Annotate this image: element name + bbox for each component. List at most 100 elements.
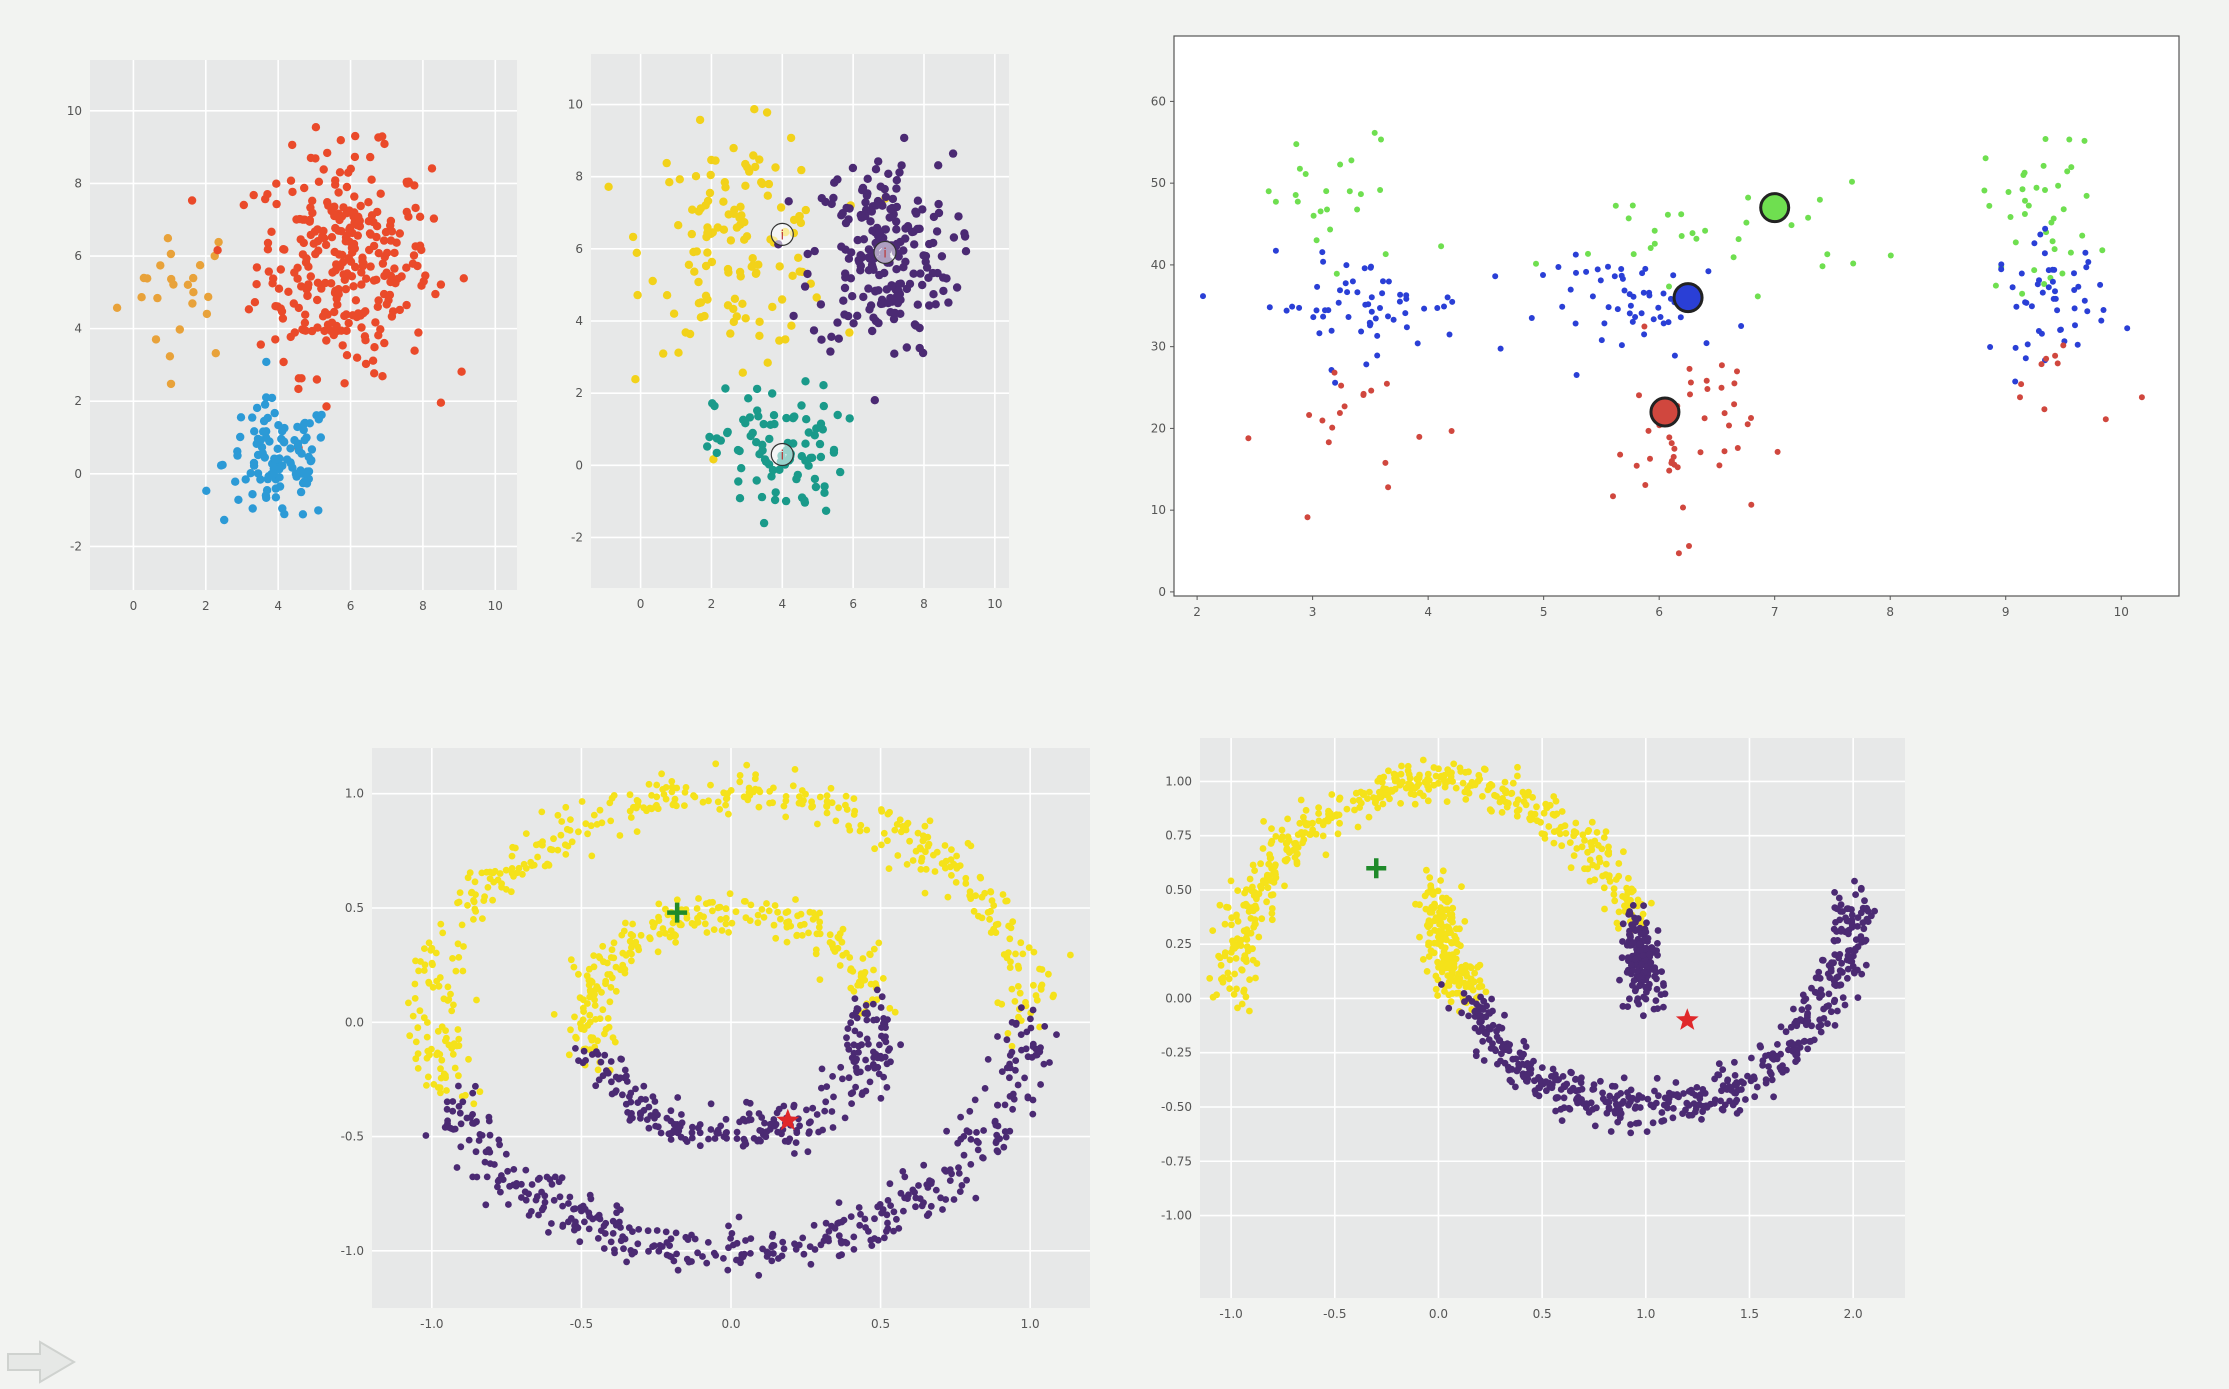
scatter-point xyxy=(455,1042,463,1050)
scatter-point xyxy=(2074,341,2081,348)
scatter-point xyxy=(1479,1006,1487,1013)
scatter-point xyxy=(863,1035,871,1043)
x-tick-label: 8 xyxy=(1886,605,1894,618)
scatter-point xyxy=(633,828,641,835)
scatter-point xyxy=(839,925,847,933)
scatter-point xyxy=(1269,891,1277,899)
scatter-point xyxy=(706,170,715,180)
scatter-point xyxy=(1038,981,1046,989)
scatter-point xyxy=(382,268,391,277)
scatter-point xyxy=(884,1016,891,1023)
scatter-point xyxy=(713,223,722,232)
scatter-point xyxy=(1289,303,1296,310)
scatter-point xyxy=(1354,823,1362,831)
scatter-point xyxy=(370,343,379,352)
scatter-point xyxy=(789,439,798,448)
scatter-point xyxy=(1519,788,1527,796)
scatter-point xyxy=(1652,997,1660,1004)
scatter-point xyxy=(955,1164,962,1171)
scatter-point xyxy=(1546,801,1554,809)
scatter-point xyxy=(829,448,839,457)
scatter-point xyxy=(327,206,336,216)
scatter-point xyxy=(856,1031,864,1038)
scatter-point xyxy=(696,204,705,213)
scatter-point xyxy=(1046,1059,1053,1066)
scatter-point xyxy=(1007,958,1014,966)
scatter-point xyxy=(637,931,645,939)
scatter-point xyxy=(643,1116,651,1123)
y-tick-label: 6 xyxy=(575,242,583,256)
scatter-point xyxy=(1041,1023,1049,1030)
scatter-point xyxy=(2045,267,2052,274)
scatter-point xyxy=(1456,764,1464,772)
scatter-point xyxy=(1221,920,1229,928)
scatter-point xyxy=(2037,231,2044,238)
scatter-point xyxy=(769,411,779,420)
scatter-point xyxy=(761,457,771,466)
scatter-point xyxy=(696,298,706,307)
scatter-point xyxy=(1626,908,1633,915)
scatter-point xyxy=(296,487,306,497)
scatter-point xyxy=(455,954,463,961)
scatter-point xyxy=(942,1168,950,1175)
scatter-point xyxy=(714,798,722,806)
scatter-point xyxy=(1482,988,1490,996)
scatter-point xyxy=(795,799,803,807)
scatter-point xyxy=(819,381,828,390)
scatter-point xyxy=(701,261,711,271)
scatter-point xyxy=(746,431,755,441)
scatter-point xyxy=(1024,1094,1032,1102)
scatter-point xyxy=(1599,1089,1606,1097)
scatter-point xyxy=(725,1244,732,1252)
scatter-point xyxy=(2050,215,2057,222)
scatter-point xyxy=(771,163,780,172)
scatter-point xyxy=(1828,959,1835,966)
scatter-point xyxy=(1850,952,1857,960)
scatter-point xyxy=(1336,819,1343,827)
scatter-point xyxy=(705,432,714,442)
scatter-point xyxy=(802,790,809,798)
scatter-point xyxy=(949,233,959,242)
scatter-point xyxy=(1618,342,1625,349)
scatter-point xyxy=(1606,878,1614,885)
scatter-point xyxy=(366,152,375,162)
scatter-point xyxy=(608,946,616,954)
scatter-point xyxy=(601,1230,609,1237)
scatter-point xyxy=(1247,886,1254,893)
scatter-point xyxy=(1397,770,1405,778)
scatter-point xyxy=(820,482,829,491)
scatter-point xyxy=(637,1095,645,1103)
scatter-point xyxy=(1495,1023,1503,1031)
scatter-point xyxy=(543,1173,551,1181)
scatter-point xyxy=(861,968,869,976)
scatter-point xyxy=(271,493,281,502)
scatter-point xyxy=(1368,263,1374,270)
scatter-point xyxy=(1744,421,1751,428)
scatter-point xyxy=(1259,845,1267,852)
scatter-point xyxy=(2055,182,2062,189)
scatter-point xyxy=(1819,956,1827,964)
scatter-point xyxy=(204,292,213,302)
scatter-point xyxy=(1407,790,1415,798)
scatter-point xyxy=(1540,809,1548,817)
scatter-point xyxy=(1825,990,1833,998)
scatter-point xyxy=(297,449,306,458)
scatter-point xyxy=(816,793,824,801)
scatter-point xyxy=(836,962,844,969)
scatter-point xyxy=(653,793,661,801)
scatter-point xyxy=(781,1137,789,1145)
scatter-point xyxy=(1857,933,1865,940)
scatter-point xyxy=(892,225,901,234)
scatter-point xyxy=(721,183,730,192)
scatter-point xyxy=(1633,462,1640,469)
scatter-point xyxy=(1382,459,1389,466)
scatter-point xyxy=(1444,766,1452,774)
scatter-point xyxy=(770,921,778,929)
scatter-point xyxy=(1766,1068,1774,1076)
scatter-point xyxy=(780,1245,788,1253)
scatter-point xyxy=(1618,954,1626,962)
scatter-point xyxy=(712,760,720,768)
arrow-right-icon[interactable] xyxy=(4,1338,84,1386)
scatter-point xyxy=(621,1066,629,1074)
scatter-point xyxy=(1652,1099,1660,1107)
